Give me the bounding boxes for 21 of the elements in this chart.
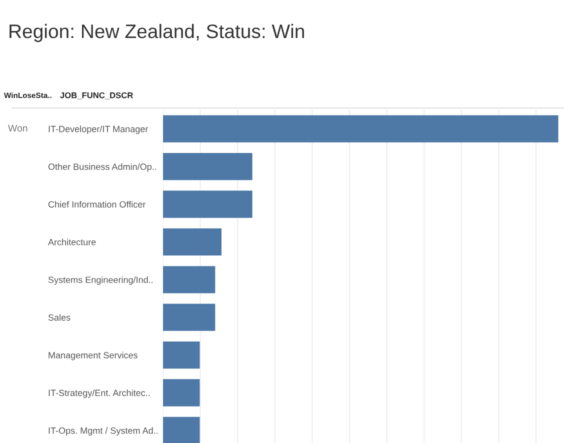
y-tick-label: Architecture: [48, 238, 96, 246]
y-tick-label: IT-Ops. Mgmt / System Ad..: [48, 427, 158, 436]
bar: [163, 416, 200, 443]
y-tick-label: IT-Strategy/Ent. Architec..: [48, 389, 150, 398]
bar: [163, 152, 252, 180]
y-tick-label: Other Business Admin/Op..: [48, 163, 156, 172]
chart-title: Region: New Zealand, Status: Win: [10, 24, 304, 42]
bar: [163, 341, 200, 369]
bar: [163, 266, 216, 294]
y-tick-label: Management Services: [48, 352, 138, 360]
y-tick-label: Systems Engineering/Ind..: [48, 276, 153, 285]
y-axis-title: JOB_FUNC_DSCR: [60, 92, 133, 100]
bar: [163, 115, 558, 142]
bar: [163, 379, 200, 406]
bar: [163, 190, 252, 218]
text: Won: [8, 124, 28, 132]
bar: [163, 304, 216, 331]
y-tick-label: IT-Developer/IT Manager: [48, 126, 148, 134]
bar: [163, 228, 222, 256]
y-tick-label: Sales: [48, 314, 70, 321]
y-tick-label: Chief Information Officer: [48, 200, 146, 208]
